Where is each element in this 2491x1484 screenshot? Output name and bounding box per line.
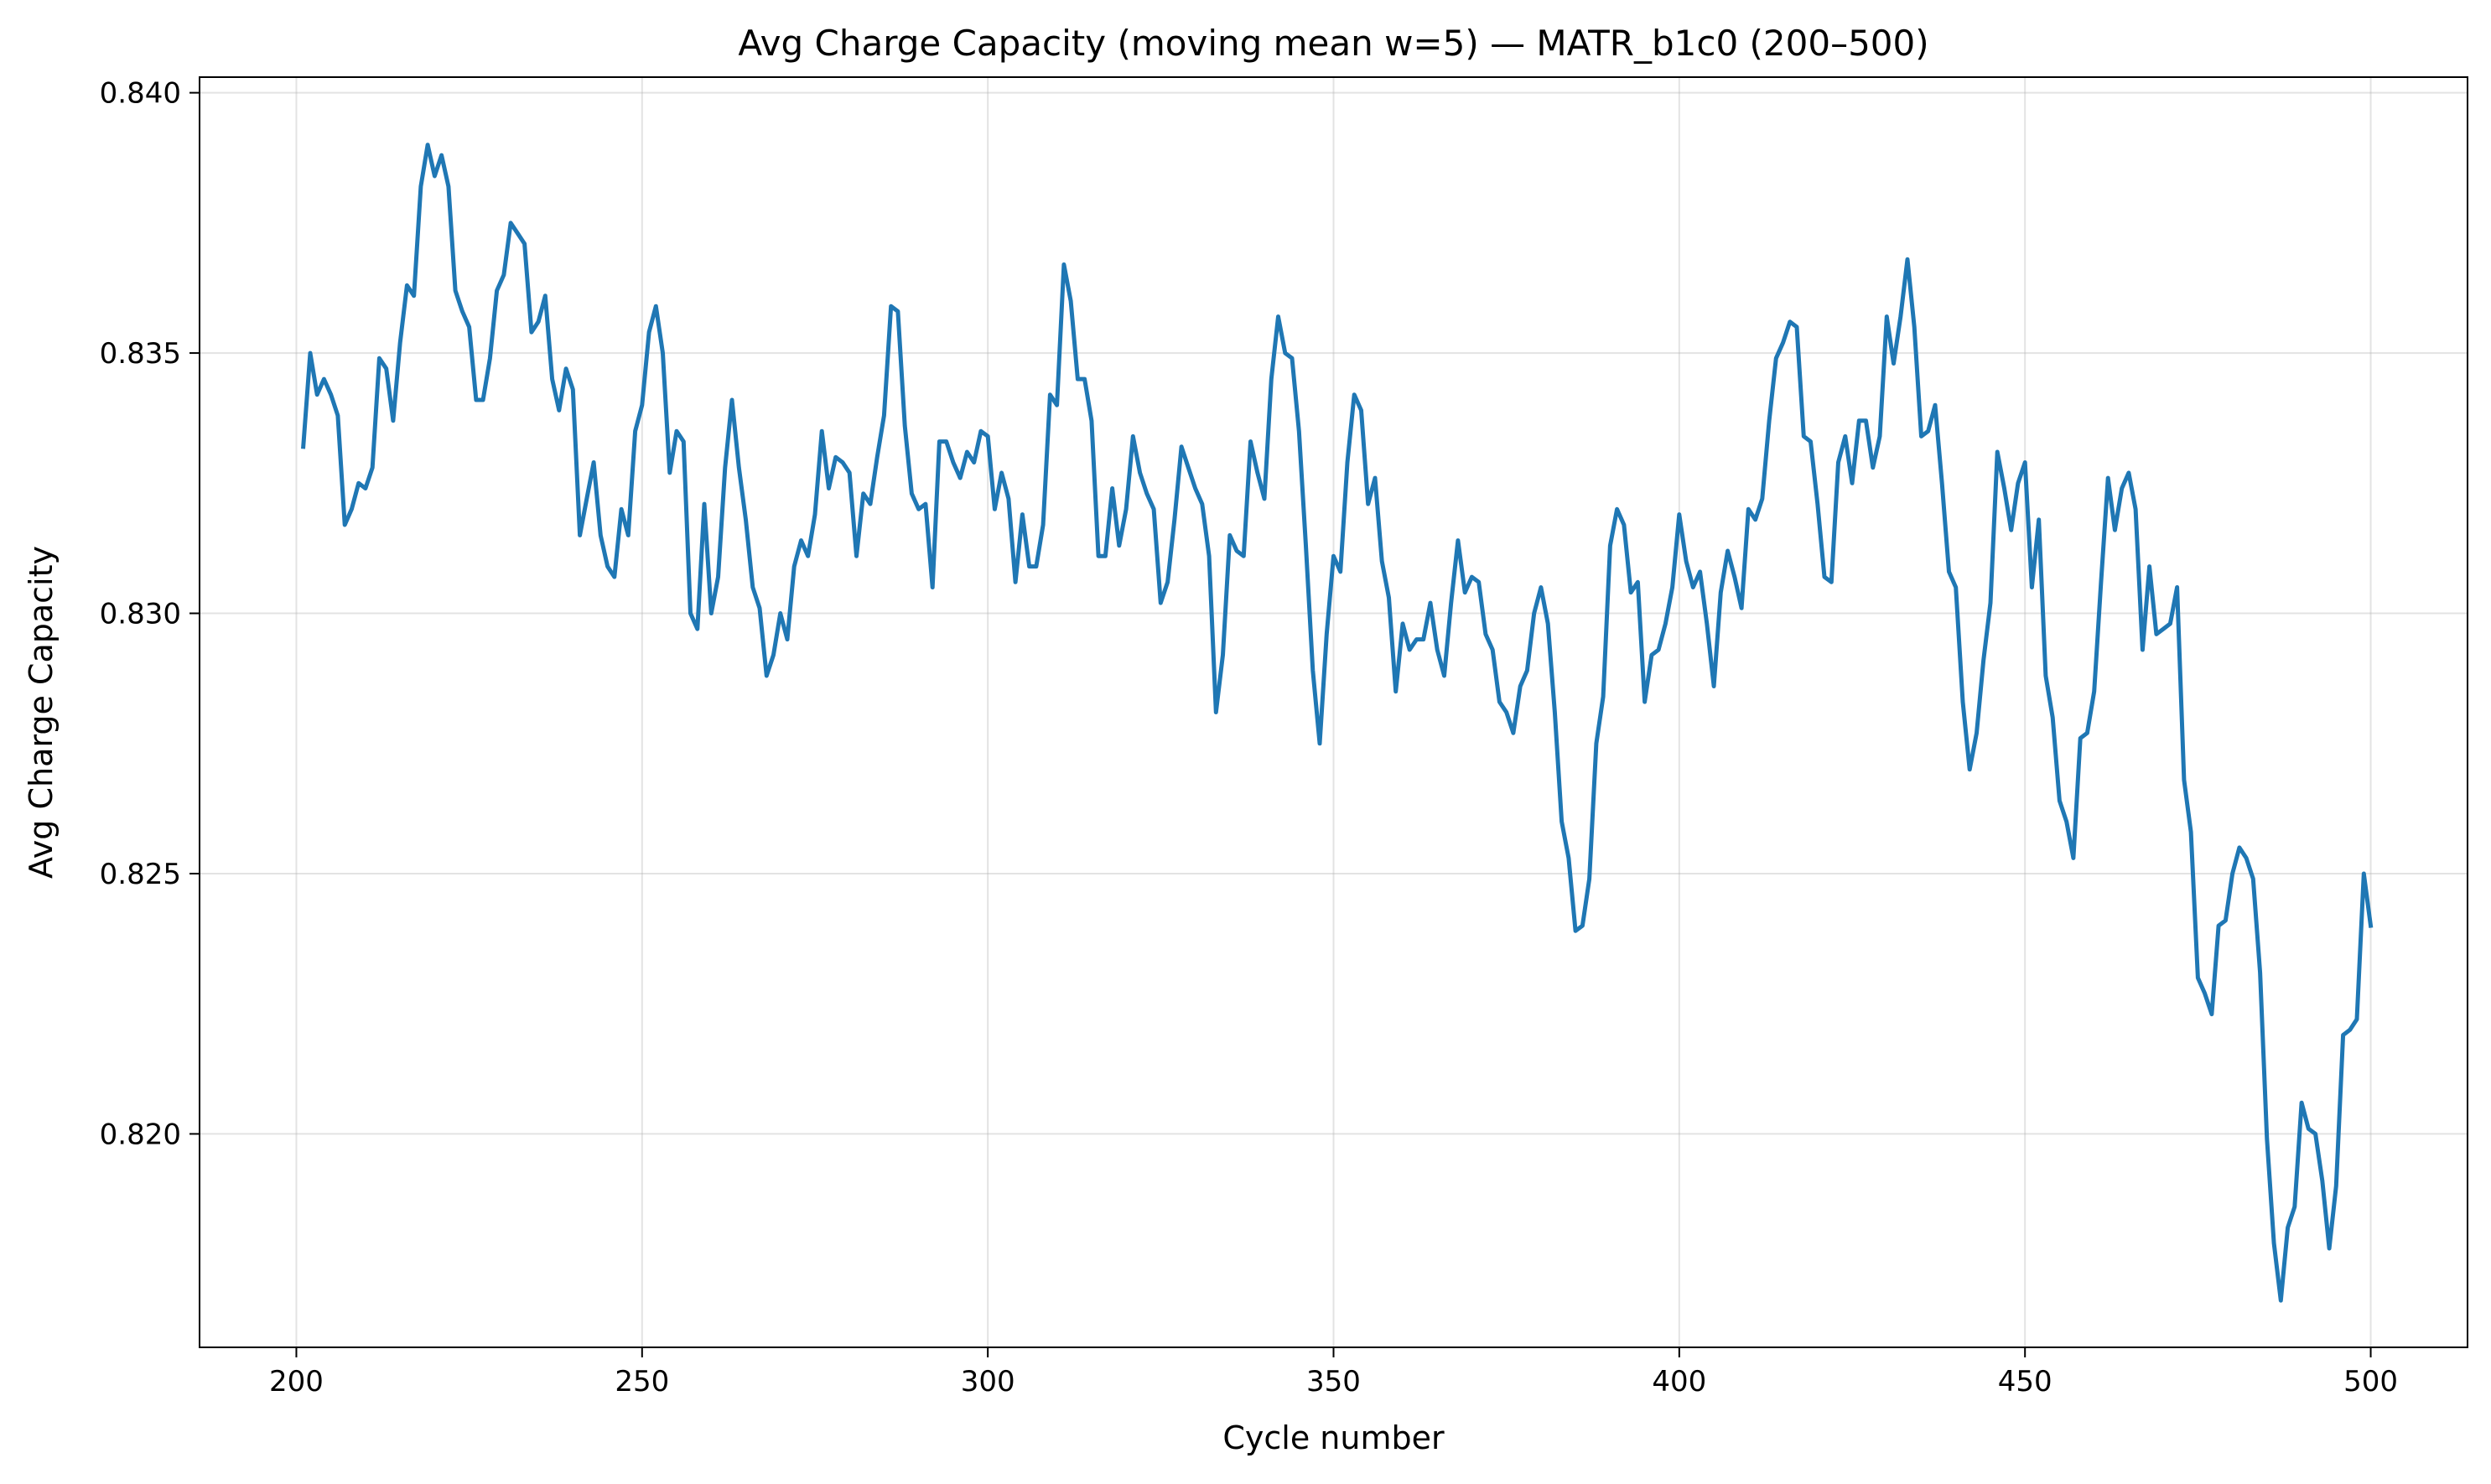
series-layer xyxy=(301,143,2374,1303)
y-axis-ticks: 0.820 0.825 0.830 0.835 0.840 xyxy=(100,77,200,1151)
chart-title: Avg Charge Capacity (moving mean w=5) — … xyxy=(738,23,1928,64)
y-tick-label: 0.820 xyxy=(100,1118,181,1151)
x-tick-label: 300 xyxy=(961,1365,1015,1398)
y-tick-label: 0.830 xyxy=(100,598,181,631)
x-gridlines xyxy=(295,77,2372,1347)
x-tick-label: 250 xyxy=(615,1365,669,1398)
x-axis-label: Cycle number xyxy=(1222,1419,1445,1456)
x-tick-label: 500 xyxy=(2343,1365,2398,1398)
x-tick-label: 350 xyxy=(1306,1365,1361,1398)
y-tick-label: 0.825 xyxy=(100,858,181,891)
y-gridlines xyxy=(200,91,2468,1135)
x-tick-label: 400 xyxy=(1652,1365,1706,1398)
y-axis-label: Avg Charge Capacity xyxy=(23,546,60,879)
series-line xyxy=(301,143,2374,1303)
x-tick-label: 200 xyxy=(269,1365,324,1398)
x-tick-label: 450 xyxy=(1998,1365,2052,1398)
y-tick-label: 0.840 xyxy=(100,77,181,111)
x-axis-ticks: 200 250 300 350 400 450 500 xyxy=(269,1347,2398,1398)
y-tick-label: 0.835 xyxy=(100,337,181,371)
